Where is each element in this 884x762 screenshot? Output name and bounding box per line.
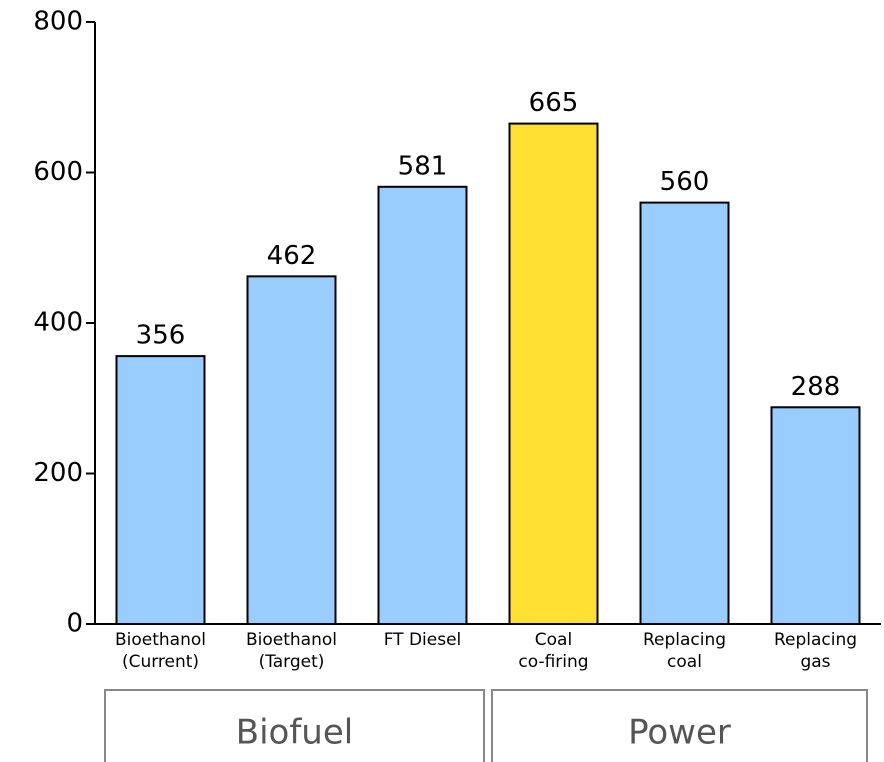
bar [246,275,337,625]
x-tick-label: FT Diesel [384,630,462,650]
x-tick-label: Coal [535,630,572,650]
group-label: Power [628,713,731,753]
value-label: 560 [660,167,710,197]
bar [639,201,730,625]
group-label: Biofuel [236,713,353,753]
x-tick-label: coal [667,652,702,672]
group-box [104,689,485,762]
bar [770,406,861,625]
x-tick-label: co-firing [518,652,588,672]
x-tick-label: Bioethanol [115,630,206,650]
x-tick-label: gas [800,652,830,672]
x-tick-label: (Target) [259,652,325,672]
y-tick-label: 600 [33,157,83,187]
bar [508,122,599,626]
value-label: 581 [398,151,448,181]
value-label: 356 [136,321,186,351]
y-tick-label: 400 [33,308,83,338]
y-tick-label: 0 [66,609,83,639]
value-label: 665 [529,88,579,118]
y-tick-label: 800 [33,7,83,37]
group-box [491,689,868,762]
x-tick-label: Replacing [774,630,857,650]
bar [377,185,468,626]
x-tick-label: Replacing [643,630,726,650]
value-label: 288 [791,372,841,402]
y-tick-label: 200 [33,458,83,488]
x-tick-label: Bioethanol [246,630,337,650]
x-tick-label: (Current) [122,652,199,672]
bar [115,355,206,625]
value-label: 462 [267,241,317,271]
